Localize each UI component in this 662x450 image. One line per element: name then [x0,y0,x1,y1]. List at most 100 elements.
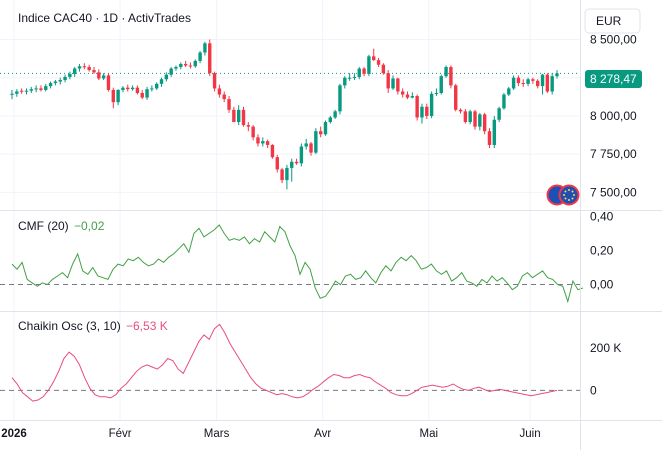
cmf-pane[interactable] [0,224,584,304]
candle[interactable] [198,50,202,64]
candle[interactable] [309,141,313,156]
candle[interactable] [468,109,472,125]
candle-body[interactable] [44,86,48,90]
candle-body[interactable] [24,90,29,92]
candle[interactable] [314,128,318,155]
candle[interactable] [72,67,77,77]
candle-body[interactable] [208,43,212,74]
candle-body[interactable] [352,76,357,78]
candle[interactable] [77,63,82,72]
candle-body[interactable] [101,75,106,79]
candle-body[interactable] [15,91,19,94]
candle[interactable] [304,138,308,150]
candle[interactable] [87,64,91,72]
candle[interactable] [24,88,29,95]
candle[interactable] [82,63,87,70]
candle[interactable] [140,89,144,100]
candle[interactable] [299,143,304,167]
candle[interactable] [232,106,236,123]
candle[interactable] [97,69,101,81]
candle[interactable] [256,134,260,147]
cmf-line[interactable] [11,224,584,304]
candle-body[interactable] [87,67,91,71]
candle[interactable] [323,120,328,136]
candle-body[interactable] [150,88,154,90]
candle[interactable] [396,77,400,95]
candle[interactable] [555,70,559,79]
candle-body[interactable] [550,76,554,92]
candle[interactable] [492,115,497,149]
time-axis[interactable]: 2026 Févr Mars Avr Mai Juin [1,428,540,440]
candle-body[interactable] [555,73,559,77]
candle[interactable] [338,83,342,115]
candle[interactable] [526,77,530,87]
candle-body[interactable] [347,77,352,79]
candle[interactable] [372,48,376,61]
candle[interactable] [497,106,501,123]
candle-body[interactable] [405,94,410,98]
candle[interactable] [10,89,14,100]
candle[interactable] [415,94,419,121]
candle[interactable] [130,85,135,91]
candle[interactable] [463,109,468,124]
candle-body[interactable] [251,126,255,138]
candle-body[interactable] [179,63,183,68]
candle[interactable] [429,91,434,119]
candle[interactable] [217,84,222,98]
candle[interactable] [545,73,550,94]
candle[interactable] [458,108,463,114]
candle-body[interactable] [415,96,419,118]
candle-body[interactable] [193,60,197,67]
candle-body[interactable] [333,111,337,118]
candle[interactable] [34,85,38,93]
candle-body[interactable] [410,96,415,98]
candle-body[interactable] [328,117,333,123]
candle[interactable] [111,87,115,109]
candle-body[interactable] [203,43,207,53]
candle[interactable] [116,89,120,106]
candle-body[interactable] [400,91,405,95]
candle-body[interactable] [261,141,265,144]
candle-body[interactable] [458,109,463,112]
candle[interactable] [405,91,410,100]
candle-body[interactable] [145,89,149,98]
candle-body[interactable] [159,79,164,84]
candle-body[interactable] [227,99,231,110]
candle[interactable] [145,86,149,100]
candle[interactable] [135,85,140,95]
candle-body[interactable] [439,76,443,94]
candle-body[interactable] [473,111,477,127]
candle[interactable] [502,93,506,110]
candle[interactable] [68,71,72,80]
candle-body[interactable] [48,83,53,87]
candle-body[interactable] [516,77,521,84]
candle[interactable] [290,158,294,182]
candle[interactable] [39,85,43,92]
candle[interactable] [121,86,125,93]
candle-body[interactable] [372,56,376,61]
candle[interactable] [420,103,424,124]
candle[interactable] [357,67,361,80]
candle-body[interactable] [236,109,241,123]
candle[interactable] [241,106,246,127]
candle-body[interactable] [396,78,400,92]
candle-body[interactable] [68,73,72,77]
candle[interactable] [63,74,67,83]
candle[interactable] [391,75,395,90]
candle[interactable] [159,77,164,87]
candle[interactable] [531,77,535,84]
candle-body[interactable] [34,88,38,90]
candle[interactable] [44,83,48,92]
candle-body[interactable] [507,88,511,95]
candle[interactable] [265,139,270,149]
candle[interactable] [150,85,154,92]
candle-body[interactable] [545,74,550,92]
candle-body[interactable] [29,89,33,91]
candle[interactable] [536,79,540,89]
candle[interactable] [29,86,33,94]
candle[interactable] [275,154,279,173]
candle[interactable] [487,128,492,149]
candle-body[interactable] [367,56,371,74]
candle[interactable] [343,76,347,89]
candle-body[interactable] [420,106,424,118]
